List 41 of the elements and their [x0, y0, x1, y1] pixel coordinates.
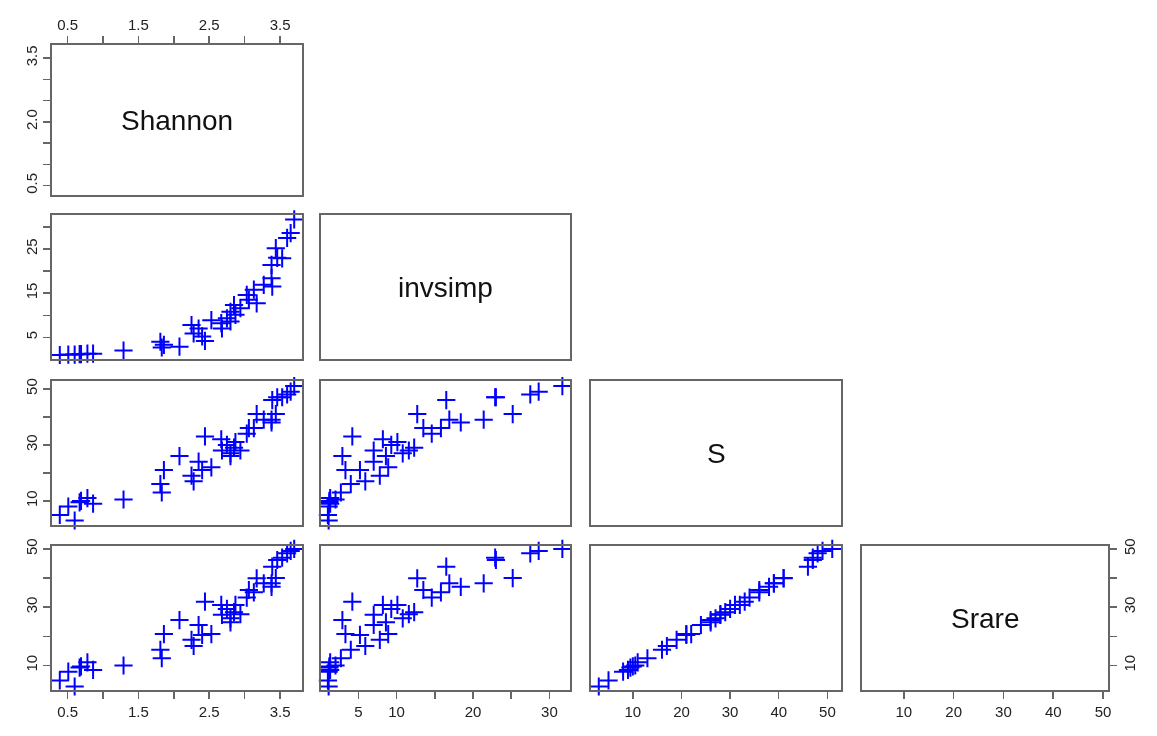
y-tick-label: 25 [23, 238, 40, 256]
x-tick-label: 10 [895, 703, 913, 720]
y-tick-label: 10 [23, 654, 40, 672]
x-tick-label: 2.5 [198, 16, 220, 33]
y-tick-label: 50 [1121, 538, 1138, 555]
x-tick-label: 50 [1094, 703, 1112, 720]
x-tick-label: 1.5 [127, 703, 149, 720]
x-tick-label: 0.5 [57, 703, 79, 720]
x-tick-label: 20 [673, 703, 690, 720]
annotation: Shannon [121, 105, 234, 136]
x-tick-label: 50 [819, 703, 836, 720]
x-tick-label: 1.5 [127, 16, 149, 33]
x-tick-label: 10 [388, 703, 405, 720]
annotation: Srare [951, 603, 1020, 634]
y-tick-label: 30 [23, 434, 40, 451]
y-tick-label: 30 [1121, 596, 1138, 614]
y-tick-label: 30 [23, 596, 40, 614]
y-tick-label: 3.5 [23, 45, 40, 67]
text: invsimp [398, 272, 493, 303]
x-tick-label: 3.5 [269, 16, 291, 33]
x-tick-label: 5 [354, 703, 363, 720]
x-tick-label: 30 [995, 703, 1012, 720]
text: S [707, 438, 726, 469]
x-tick-label: 40 [770, 703, 788, 720]
x-tick-label: 0.5 [57, 16, 79, 33]
x-tick-label: 30 [721, 703, 739, 720]
y-tick-label: 50 [23, 538, 40, 555]
x-tick-label: 3.5 [269, 703, 291, 720]
x-tick-label: 30 [541, 703, 558, 720]
x-tick-label: 20 [945, 703, 962, 720]
y-tick-label: 2.0 [23, 109, 40, 131]
y-tick-label: 50 [23, 378, 40, 395]
x-tick-label: 10 [624, 703, 642, 720]
x-tick-label: 20 [464, 703, 482, 720]
y-tick-label: 10 [1121, 654, 1138, 672]
x-tick-label: 40 [1044, 703, 1062, 720]
y-tick-label: 0.5 [23, 172, 40, 194]
y-tick-label: 5 [23, 330, 40, 340]
x-tick-label: 2.5 [198, 703, 220, 720]
y-tick-label: 10 [23, 490, 40, 507]
y-tick-label: 15 [23, 282, 40, 300]
